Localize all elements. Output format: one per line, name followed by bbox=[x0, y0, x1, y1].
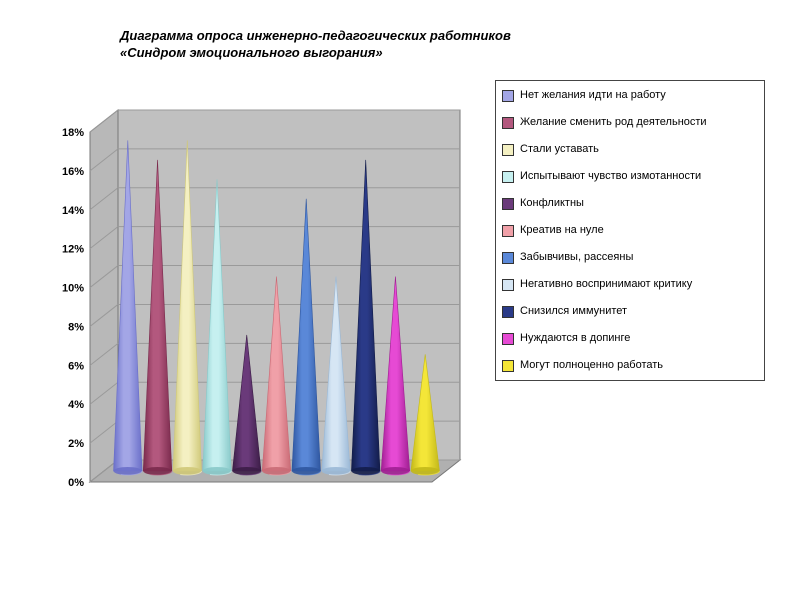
legend-item: Конфликтны bbox=[502, 197, 758, 210]
y-tick-label: 6% bbox=[68, 360, 84, 372]
y-tick-label: 18% bbox=[62, 127, 84, 139]
legend-swatch bbox=[502, 252, 514, 264]
chart-title: Диаграмма опроса инженерно-педагогически… bbox=[0, 0, 800, 62]
legend-item: Стали уставать bbox=[502, 143, 758, 156]
y-tick-label: 10% bbox=[62, 283, 84, 295]
legend-item: Негативно воспринимают критику bbox=[502, 278, 758, 291]
legend-item: Креатив на нуле bbox=[502, 224, 758, 237]
legend-swatch bbox=[502, 144, 514, 156]
legend-item: Желание сменить род деятельности bbox=[502, 116, 758, 129]
legend-item: Нет желания идти на работу bbox=[502, 89, 758, 102]
legend-swatch bbox=[502, 117, 514, 129]
legend-label: Желание сменить род деятельности bbox=[520, 116, 758, 129]
legend-label: Снизился иммунитет bbox=[520, 305, 758, 318]
y-tick-label: 8% bbox=[68, 321, 84, 333]
legend-item: Испытывают чувство измотанности bbox=[502, 170, 758, 183]
legend-label: Конфликтны bbox=[520, 197, 758, 210]
y-tick-label: 4% bbox=[68, 399, 84, 411]
legend-swatch bbox=[502, 198, 514, 210]
legend-swatch bbox=[502, 279, 514, 291]
title-line-2: «Синдром эмоционального выгорания» bbox=[120, 45, 800, 62]
legend-swatch bbox=[502, 306, 514, 318]
legend-label: Забывчивы, рассеяны bbox=[520, 251, 758, 264]
legend-item: Снизился иммунитет bbox=[502, 305, 758, 318]
legend: Нет желания идти на работу Желание сменит… bbox=[495, 80, 765, 381]
legend-swatch bbox=[502, 225, 514, 237]
chart-stage: 0% 2% 4% 6% 8% 10% 12% 14% 16% 18% Нет желания ид… bbox=[40, 80, 770, 560]
title-line-1: Диаграмма опроса инженерно-педагогически… bbox=[120, 28, 800, 45]
y-tick-label: 16% bbox=[62, 166, 84, 178]
legend-swatch bbox=[502, 360, 514, 372]
legend-label: Испытывают чувство измотанности bbox=[520, 170, 758, 183]
legend-item: Забывчивы, рассеяны bbox=[502, 251, 758, 264]
y-tick-label: 14% bbox=[62, 205, 84, 217]
legend-item: Нуждаются в допинге bbox=[502, 332, 758, 345]
legend-label: Могут полноценно работать bbox=[520, 359, 758, 372]
legend-label: Креатив на нуле bbox=[520, 224, 758, 237]
legend-swatch bbox=[502, 90, 514, 102]
legend-label: Негативно воспринимают критику bbox=[520, 278, 758, 291]
legend-item: Могут полноценно работать bbox=[502, 359, 758, 372]
y-tick-label: 12% bbox=[62, 244, 84, 256]
y-tick-label: 0% bbox=[68, 477, 84, 489]
cone-chart: 0% 2% 4% 6% 8% 10% 12% 14% 16% 18% bbox=[40, 80, 490, 520]
legend-swatch bbox=[502, 171, 514, 183]
legend-label: Нуждаются в допинге bbox=[520, 332, 758, 345]
legend-label: Стали уставать bbox=[520, 143, 758, 156]
y-tick-label: 2% bbox=[68, 438, 84, 450]
legend-label: Нет желания идти на работу bbox=[520, 89, 758, 102]
legend-swatch bbox=[502, 333, 514, 345]
